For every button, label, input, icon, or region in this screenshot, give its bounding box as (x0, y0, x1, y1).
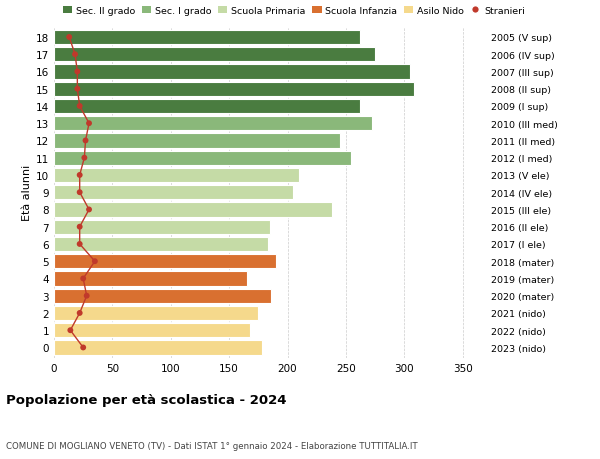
Point (75, 172, 85, 179)
Bar (54, 83, 413, 96)
Point (82, 292, 91, 300)
Y-axis label: Età alunni: Età alunni (22, 165, 32, 221)
Bar (54, 272, 247, 286)
Point (79, 344, 88, 352)
Bar (54, 100, 360, 114)
Bar (54, 134, 340, 148)
Point (75, 309, 85, 317)
Text: Popolazione per età scolastica - 2024: Popolazione per età scolastica - 2024 (6, 393, 287, 406)
Bar (54, 31, 360, 45)
Bar (54, 341, 262, 355)
Point (75, 189, 85, 196)
Point (65, 327, 75, 334)
Point (70, 51, 80, 59)
Point (81, 138, 91, 145)
Point (90, 258, 100, 265)
Point (64, 34, 74, 41)
Point (84, 207, 94, 214)
Point (73, 68, 82, 76)
Bar (54, 255, 276, 269)
Bar (54, 151, 350, 165)
Point (75, 103, 85, 110)
Legend: Sec. II grado, Sec. I grado, Scuola Primaria, Scuola Infanzia, Asilo Nido, Stran: Sec. II grado, Sec. I grado, Scuola Prim… (59, 3, 529, 20)
Bar (54, 324, 250, 337)
Text: COMUNE DI MOGLIANO VENETO (TV) - Dati ISTAT 1° gennaio 2024 - Elaborazione TUTTI: COMUNE DI MOGLIANO VENETO (TV) - Dati IS… (6, 441, 418, 450)
Bar (54, 117, 371, 131)
Point (80, 155, 89, 162)
Bar (54, 48, 375, 62)
Point (84, 120, 94, 128)
Bar (54, 289, 271, 303)
Bar (54, 203, 332, 217)
Bar (54, 237, 268, 252)
Point (75, 224, 85, 231)
Bar (54, 65, 410, 79)
Bar (54, 168, 299, 183)
Point (73, 86, 82, 93)
Bar (54, 186, 293, 200)
Point (75, 241, 85, 248)
Point (79, 275, 88, 282)
Bar (54, 306, 259, 320)
Bar (54, 220, 270, 234)
